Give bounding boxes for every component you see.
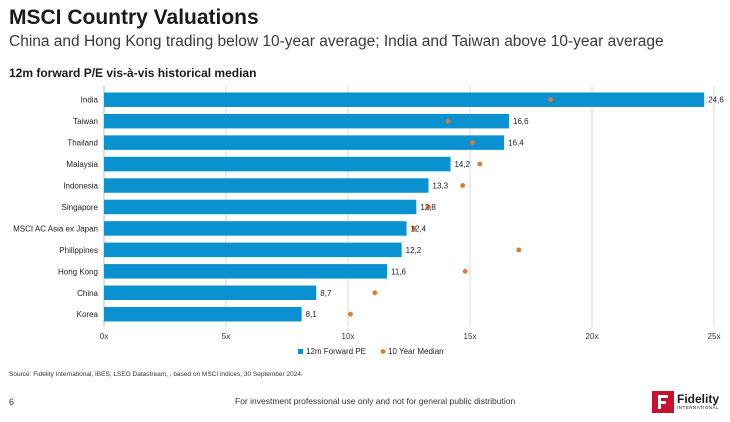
median-dot xyxy=(548,97,553,103)
bar-value-label: 13,3 xyxy=(433,182,449,191)
bar xyxy=(104,135,505,150)
x-tick-label: 25x xyxy=(708,332,721,341)
bar-value-label: 14,2 xyxy=(454,160,470,169)
median-dot xyxy=(462,268,468,274)
bar-value-label: 16,4 xyxy=(508,139,524,148)
chart-title: 12m forward P/E vis-à-vis historical med… xyxy=(9,66,257,80)
category-label: Indonesia xyxy=(63,182,98,191)
category-label: Hong Kong xyxy=(58,267,98,276)
x-tick-label: 15x xyxy=(464,332,477,341)
bar xyxy=(104,221,407,236)
category-label: Singapore xyxy=(62,203,99,212)
category-label: China xyxy=(77,289,98,298)
bar xyxy=(104,242,402,258)
bar-value-label: 8,1 xyxy=(306,310,318,319)
x-tick-label: 10x xyxy=(342,332,355,341)
bar xyxy=(104,113,510,129)
bar-value-label: 16,6 xyxy=(513,117,529,126)
legend-swatch-pe xyxy=(298,349,303,354)
bar-value-label: 24,6 xyxy=(708,96,724,105)
median-dot xyxy=(445,118,451,124)
category-label: India xyxy=(81,96,99,105)
median-dot xyxy=(426,204,431,210)
bar-value-label: 11,6 xyxy=(391,267,407,276)
x-tick-label: 20x xyxy=(586,332,599,341)
bar xyxy=(104,178,429,193)
bar xyxy=(104,156,451,172)
category-label: Malaysia xyxy=(66,160,98,169)
legend-swatch-median xyxy=(380,349,386,354)
chart-bars xyxy=(104,92,705,322)
category-label: Korea xyxy=(77,310,99,319)
bar xyxy=(104,92,705,107)
median-dot xyxy=(411,226,417,231)
page-number: 6 xyxy=(9,397,15,407)
fidelity-logo: Fidelity INTERNATIONAL xyxy=(652,390,719,414)
median-dot xyxy=(460,183,466,188)
fidelity-logo-icon xyxy=(652,391,674,413)
logo-name: Fidelity xyxy=(677,392,720,407)
x-tick-label: 0x xyxy=(100,332,108,341)
median-dot xyxy=(470,140,475,146)
legend-label-median: 10 Year Median xyxy=(388,347,444,356)
chart-labels: 0x 5x 10x 15x 20x 25x India 24,6 Taiwan 16,6 Thail… xyxy=(13,96,724,341)
page-title: MSCI Country Valuations xyxy=(9,6,259,29)
x-tick-label: 5x xyxy=(222,332,230,341)
bar-value-label: 8,7 xyxy=(320,289,332,298)
category-label: Taiwan xyxy=(73,117,98,126)
chart-legend: 12m Forward PE 10 Year Median xyxy=(298,347,444,356)
median-dot xyxy=(348,311,353,317)
bar-value-label: 12,4 xyxy=(411,224,427,233)
bar-value-label: 12,8 xyxy=(420,203,436,212)
logo-subtitle: INTERNATIONAL xyxy=(677,405,720,411)
median-dot xyxy=(516,247,522,253)
median-dot xyxy=(372,290,378,296)
page-subtitle: China and Hong Kong trading below 10-yea… xyxy=(9,33,664,50)
legend-label-pe: 12m Forward PE xyxy=(306,347,366,356)
category-label: MSCI AC Asia ex Japan xyxy=(13,224,98,233)
pe-bar-chart: 0x 5x 10x 15x 20x 25x India 24,6 Taiwan 16,6 Thail… xyxy=(13,86,724,356)
category-label: Thailand xyxy=(67,139,98,148)
chart-median-dots xyxy=(348,97,553,317)
bar xyxy=(104,264,388,279)
bar xyxy=(104,306,302,322)
category-label: Philippines xyxy=(59,246,98,255)
bar xyxy=(104,285,317,301)
bar xyxy=(104,199,417,215)
bar-value-label: 12,2 xyxy=(406,246,422,255)
median-dot xyxy=(477,161,483,167)
source-note: Source: Fidelity International, IBES, LS… xyxy=(9,371,303,378)
distribution-note: For investment professional use only and… xyxy=(235,396,516,406)
